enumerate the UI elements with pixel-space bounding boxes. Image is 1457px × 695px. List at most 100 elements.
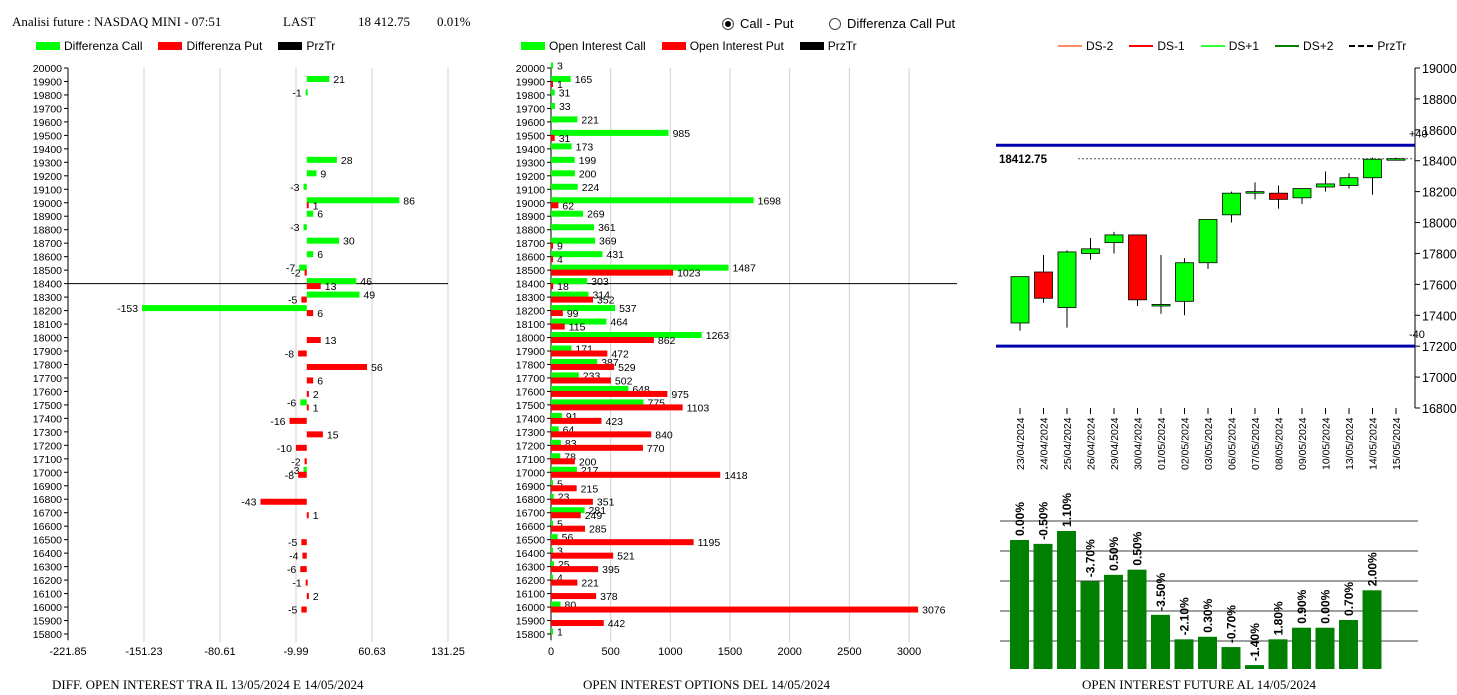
bar xyxy=(551,102,555,109)
bar xyxy=(303,224,307,231)
y-tick-label: 18000 xyxy=(1422,217,1457,231)
bar xyxy=(306,210,314,217)
legend-label: Differenza Put xyxy=(186,39,263,53)
y-tick-label: 20000 xyxy=(516,63,545,75)
bar xyxy=(551,156,575,163)
future-oi-label: 0.50% xyxy=(1107,536,1121,570)
bar xyxy=(295,444,307,451)
y-tick-label: 17300 xyxy=(516,427,545,439)
bar xyxy=(142,305,307,312)
radio-call-put[interactable]: Call - Put xyxy=(722,16,793,31)
y-tick-label: 19800 xyxy=(33,90,62,102)
bar xyxy=(306,197,400,204)
data-label: 6 xyxy=(317,209,323,221)
x-tick-label: 131.25 xyxy=(431,646,465,658)
data-label: 521 xyxy=(617,551,635,563)
bar xyxy=(551,426,559,433)
bar xyxy=(551,520,553,527)
x-tick-label: 07/05/2024 xyxy=(1250,417,1262,470)
future-oi-label: 0.00% xyxy=(1013,502,1027,536)
data-label: 15 xyxy=(327,429,339,441)
data-label: -1 xyxy=(292,578,301,590)
x-tick-label: 1500 xyxy=(718,646,742,658)
y-tick-label: 17600 xyxy=(33,386,62,398)
y-tick-label: 19900 xyxy=(33,76,62,88)
y-tick-label: 16100 xyxy=(33,589,62,601)
data-label: 395 xyxy=(602,564,620,576)
data-label: -1 xyxy=(292,87,301,99)
future-oi-bar xyxy=(1198,636,1217,669)
bar xyxy=(551,512,581,519)
x-tick-label: -221.85 xyxy=(49,646,86,658)
data-label: -3 xyxy=(290,182,299,194)
x-tick-label: 60.63 xyxy=(358,646,386,658)
y-tick-label: 19100 xyxy=(33,184,62,196)
legend-item: Open Interest Call xyxy=(521,39,646,53)
line-ds-2 xyxy=(1058,45,1082,47)
data-label: 352 xyxy=(597,295,615,307)
candle-body xyxy=(1175,262,1194,302)
radio-differenza-call-put[interactable]: Differenza Call Put xyxy=(829,16,955,31)
data-label: 78 xyxy=(564,451,576,463)
y-tick-label: 16600 xyxy=(516,521,545,533)
data-label: -5 xyxy=(288,295,297,307)
radio-selected-icon[interactable] xyxy=(722,17,734,30)
x-tick-label: 0 xyxy=(548,646,554,658)
bar xyxy=(551,224,595,231)
data-label: -2 xyxy=(291,456,300,468)
data-label: 221 xyxy=(581,578,599,590)
data-label: 115 xyxy=(569,322,586,334)
x-tick-label: 1000 xyxy=(658,646,682,658)
legend-item: DS+2 xyxy=(1275,39,1333,53)
data-label: 1418 xyxy=(724,470,748,482)
bar xyxy=(551,202,559,209)
y-tick-label: 16400 xyxy=(516,548,545,560)
y-tick-label: 16000 xyxy=(33,602,62,614)
y-tick-label: 17400 xyxy=(1422,309,1457,323)
x-tick-label: 26/04/2024 xyxy=(1086,417,1098,470)
bar xyxy=(304,458,307,465)
data-label: 165 xyxy=(575,74,593,86)
instrument-title: Analisi future : NASDAQ MINI - 07:51 xyxy=(12,14,222,29)
y-tick-label: 17700 xyxy=(33,373,62,385)
future-oi-label: -3.70% xyxy=(1084,539,1098,577)
data-label: -5 xyxy=(288,537,297,549)
x-tick-label: 14/05/2024 xyxy=(1368,417,1380,470)
y-tick-label: 19500 xyxy=(516,130,545,142)
y-tick-label: 19300 xyxy=(516,157,545,169)
data-label: 28 xyxy=(341,155,353,167)
y-tick-label: 16000 xyxy=(516,602,545,614)
y-tick-label: 19200 xyxy=(516,171,545,183)
y-tick-label: 15900 xyxy=(516,616,545,628)
bar xyxy=(306,431,323,438)
radio-call-put-label: Call - Put xyxy=(740,16,794,31)
y-tick-label: 17100 xyxy=(516,454,545,466)
future-oi-bar xyxy=(1362,590,1382,669)
swatch-price xyxy=(278,42,303,50)
data-label: 3076 xyxy=(922,605,946,617)
radio-unselected-icon[interactable] xyxy=(829,17,841,30)
data-label: 200 xyxy=(579,456,597,468)
y-tick-label: 16900 xyxy=(516,481,545,493)
y-tick-label: 17800 xyxy=(1422,247,1457,261)
data-label: 99 xyxy=(567,308,579,320)
bar xyxy=(306,75,330,82)
bar xyxy=(305,579,308,586)
data-label: 6 xyxy=(317,249,323,261)
y-tick-label: 18900 xyxy=(516,211,545,223)
bar xyxy=(551,337,654,344)
future-oi-label: -0.50% xyxy=(1037,502,1051,540)
line-przt xyxy=(1349,45,1374,47)
bar xyxy=(551,552,614,559)
bar xyxy=(551,561,554,568)
swatch-call xyxy=(521,42,545,50)
data-label: -10 xyxy=(277,443,292,455)
y-tick-label: 18700 xyxy=(516,238,545,250)
bar xyxy=(298,471,307,478)
y-tick-label: 16500 xyxy=(33,535,62,547)
bar xyxy=(551,269,674,276)
y-tick-label: 19900 xyxy=(516,76,545,88)
x-tick-label: 500 xyxy=(601,646,619,658)
data-label: 1023 xyxy=(677,268,701,280)
